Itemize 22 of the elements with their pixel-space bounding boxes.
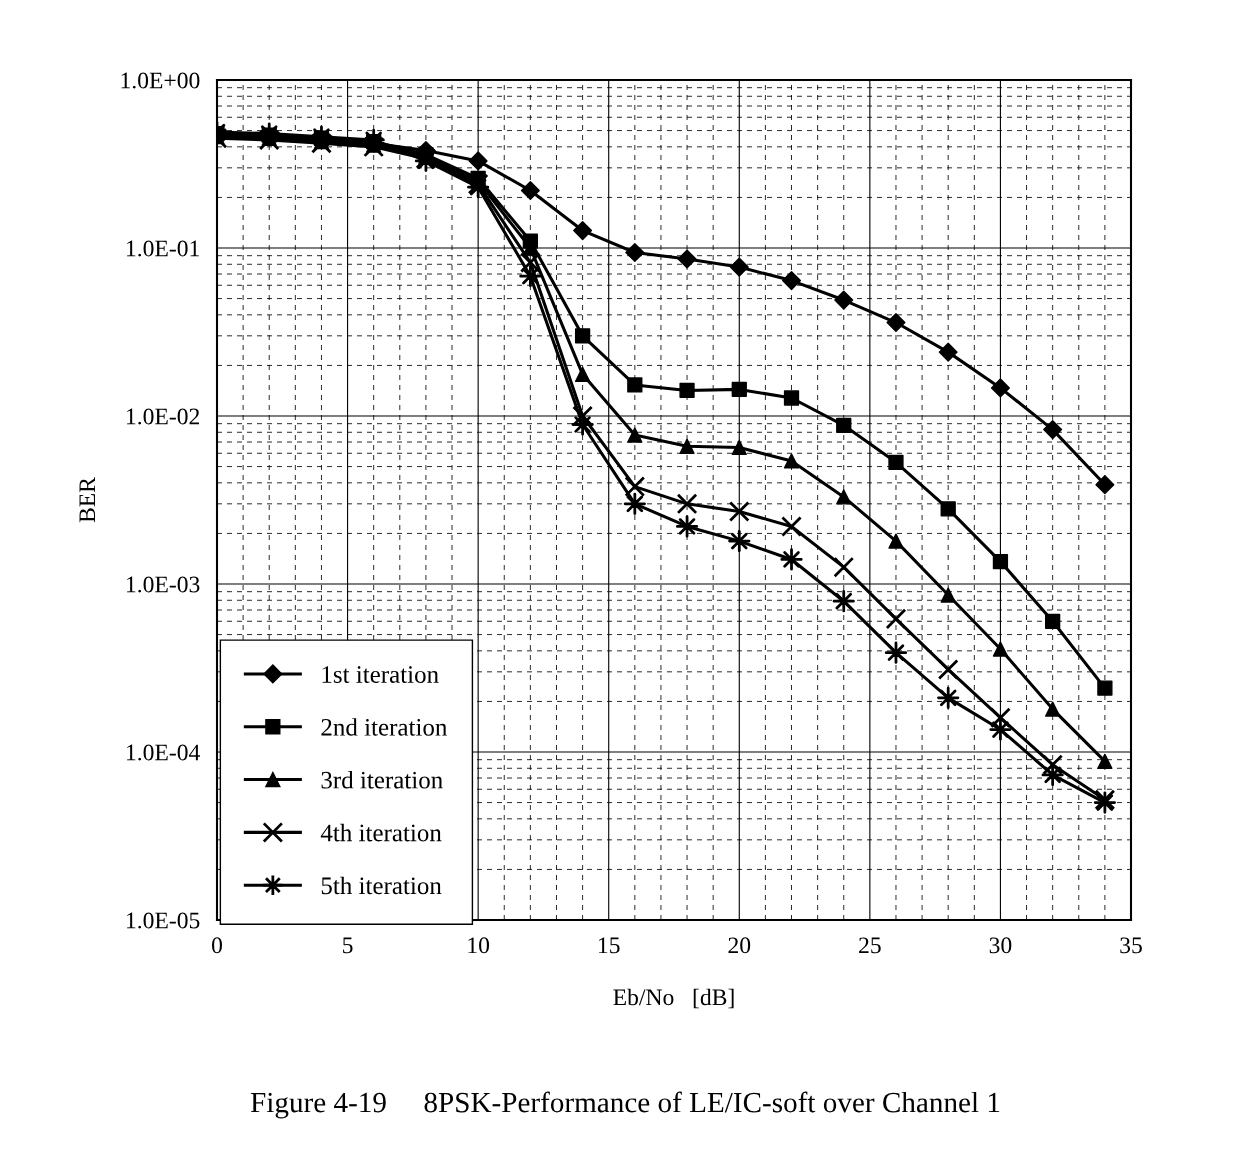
x-tick-label: 35 xyxy=(1120,937,1142,954)
x-tick-label: 10 xyxy=(468,937,490,954)
x-tick-label: 15 xyxy=(598,937,620,954)
x-axis-title: Eb/No [dB] xyxy=(613,988,734,1009)
y-tick-label: 1.0E-04 xyxy=(127,744,200,761)
x-tick-label: 0 xyxy=(212,937,222,954)
x-tick-label: 20 xyxy=(728,937,751,954)
y-tick-label: 1.0E-02 xyxy=(127,408,200,425)
x-tick-label: 30 xyxy=(989,937,1012,954)
x-tick-label: 5 xyxy=(343,937,353,954)
legend-label: 4th iteration xyxy=(320,823,442,842)
y-tick-label: 1.0E-01 xyxy=(127,240,199,257)
text: Figure 4-19 8PSK-Performance of LE/IC-soft over Channel 1 xyxy=(250,1091,1000,1119)
y-tick-label: 1.0E+00 xyxy=(121,72,200,89)
legend-label: 3rd iteration xyxy=(321,770,443,789)
legend-label: 1st iteration xyxy=(322,666,439,683)
legend-label: 5th iteration xyxy=(321,876,442,895)
x-tick-label: 25 xyxy=(859,937,881,954)
legend-label: 2nd iteration xyxy=(321,718,448,736)
y-axis-title: BER xyxy=(79,477,96,523)
y-tick-label: 1.0E-03 xyxy=(127,576,200,593)
y-tick-label: 1.0E-05 xyxy=(127,912,200,929)
